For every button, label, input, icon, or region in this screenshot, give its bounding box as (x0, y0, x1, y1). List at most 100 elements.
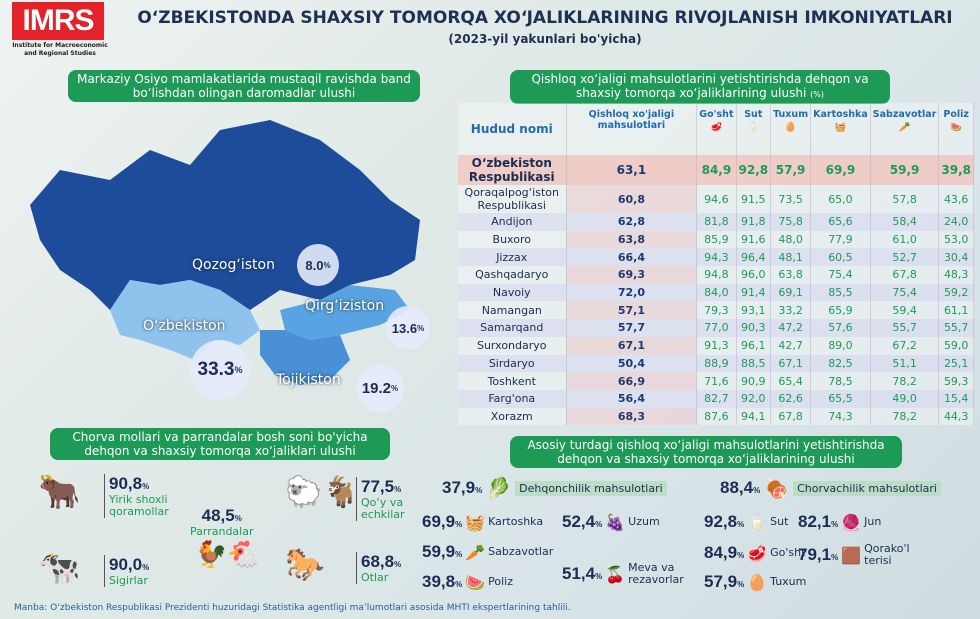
value-cell: 25,1 (938, 354, 974, 373)
value-cell: 63,1 (566, 155, 698, 185)
unit: % (595, 520, 603, 529)
value-cell: 90,9 (736, 372, 772, 390)
table-row: O‘zbekiston Respublikasi 63,1 84,9 92,8 57,9… (458, 155, 974, 185)
region-name: Navoiy (458, 283, 567, 302)
source-note: Manba: O‘zbekiston Respublikasi Preziden… (14, 603, 571, 613)
livestock-item-horses: 68,8% Otlar (356, 552, 401, 584)
value-cell: 78,5 (810, 372, 871, 390)
country-label-kyrgyzstan: Qirg‘iziston (305, 298, 385, 314)
page-title: O‘ZBEKISTONDA SHAXSIY TOMORQA XO‘JALIKLA… (137, 8, 953, 28)
product-icon: 🍇 (605, 512, 626, 532)
value: 48,5 (201, 506, 235, 525)
label: Sut (770, 515, 789, 528)
region-name: Namangan (458, 301, 567, 320)
value-cell: 69,1 (770, 283, 812, 302)
value-cell: 69,3 (566, 266, 698, 284)
value: 79,1 (798, 545, 832, 564)
value-cell: 55,7 (870, 319, 940, 337)
label: Sigirlar (109, 574, 148, 587)
map-section-title: Markaziy Osiyo mamlakatlarida mustaqil r… (68, 70, 420, 102)
value: 33.3 (197, 359, 235, 380)
value-cell: 61,0 (870, 230, 940, 249)
livestock-item-poultry: 48,5% Parrandalar (190, 506, 254, 538)
imrs-logo: IMRS (12, 2, 104, 40)
value-cell: 67,8 (870, 266, 940, 284)
value: 82,1 (798, 512, 832, 531)
label: Chorvachilik mahsulotlari (793, 480, 941, 496)
crop-products-total: 37,9% 🥬 Dehqonchilik mahsulotlari (442, 476, 667, 500)
table-row: Farg'ona 56,4 82,7 92,0 62,6 65,5 49,0 15,4 (458, 389, 974, 408)
kazakhstan-shape (30, 120, 420, 310)
unit: % (323, 260, 331, 270)
label: Poliz (488, 575, 513, 588)
product-icon: 🥛 (747, 512, 768, 532)
value-cell: 88,5 (736, 354, 772, 373)
value-cell: 87,6 (696, 407, 737, 426)
watermelon-icon: 🍉 (950, 122, 963, 133)
value-cell: 63,8 (566, 230, 698, 249)
kyrgyzstan-shape (280, 285, 410, 340)
column-header: Tuxum 🥚 (770, 103, 812, 155)
value-cell: 65,6 (810, 213, 871, 231)
value: 57,9 (704, 572, 738, 591)
value-cell: 84,9 (696, 155, 737, 185)
product-item: 84,9% 🥩 Go'sht (704, 543, 805, 563)
value-cell: 78,2 (870, 407, 940, 426)
product-item: 57,9% 🥚 Tuxum (704, 572, 806, 592)
meat-icon: 🍖 (764, 476, 790, 500)
label: Tuxum (770, 575, 807, 588)
value-cell: 62,6 (770, 389, 812, 408)
value-cell: 92,8 (736, 155, 772, 185)
table-row: Andijon 62,8 81,8 91,8 75,8 65,6 58,4 24,0 (458, 213, 974, 231)
product-item: 82,1% 🧶 Jun (798, 512, 881, 532)
table-header-row: Hudud nomi Qishloq xo'jaligi mahsulotlari… (458, 103, 974, 155)
product-icon: 🍒 (605, 564, 626, 584)
value-cell: 60,8 (566, 185, 698, 213)
column-header-label: Hudud nomi (470, 122, 553, 136)
product-icon: 🧶 (841, 512, 862, 532)
value: 8.0 (305, 257, 324, 273)
value-cell: 58,4 (870, 213, 940, 231)
table-row: Xorazm 68,3 87,6 94,1 67,8 74,3 78,2 44,3 (458, 407, 974, 426)
unit: % (831, 553, 839, 562)
regional-share-table: Hudud nomi Qishloq xo'jaligi mahsulotlari… (458, 103, 974, 426)
label: Qorako'l terisi (864, 542, 910, 567)
value-cell: 77,9 (810, 230, 871, 249)
value-cell: 65,4 (770, 372, 812, 390)
value-cell: 91,3 (696, 336, 737, 355)
region-name: Andijon (458, 213, 567, 231)
value-cell: 90,3 (736, 319, 772, 337)
product-icon: 🍉 (465, 572, 486, 592)
unit: % (737, 520, 745, 529)
value: 69,9 (422, 512, 456, 531)
table-row: Surxondaryo 67,1 91,3 96,1 42,7 89,0 67,2 59,0 (458, 336, 974, 355)
table-unit: (%) (810, 90, 824, 99)
value-cell: 51,1 (870, 354, 940, 373)
region-name: Samarqand (458, 319, 567, 337)
label: Otlar (361, 571, 389, 584)
vegetable-crate-icon: 🥬 (486, 476, 512, 500)
value-cell: 57,7 (566, 319, 698, 337)
value-cell: 65,0 (810, 185, 871, 213)
column-header: Kartoshka 🧺 (810, 103, 871, 155)
product-item: 79,1% 🟫 Qorako'l terisi (798, 543, 934, 567)
value-cell: 44,3 (938, 407, 974, 426)
label: Sabzavotlar (488, 545, 554, 558)
product-item: 52,4% 🍇 Uzum (562, 512, 660, 532)
column-header-label: Sut (744, 109, 763, 120)
table-body: O‘zbekiston Respublikasi 63,1 84,9 92,8 57,9… (458, 155, 974, 426)
unit: % (475, 486, 483, 495)
value-cell: 72,0 (566, 283, 698, 302)
table-row: Buxoro 63,8 85,9 91,6 48,0 77,9 61,0 53,0 (458, 230, 974, 249)
value-cell: 91,5 (736, 185, 772, 213)
unit: % (394, 560, 402, 569)
value-cell: 82,7 (696, 389, 737, 408)
animal-products-total: 88,4% 🍖 Chorvachilik mahsulotlari (720, 476, 941, 500)
value-cell: 57,8 (870, 185, 940, 213)
value-cell: 30,4 (938, 248, 974, 267)
product-icon: 🥚 (747, 572, 768, 592)
page-subtitle: (2023-yil yakunlari bo'yicha) (448, 32, 642, 46)
chicken-icon: 🐓🐔 (195, 540, 260, 570)
value-cell: 61,1 (938, 301, 974, 320)
livestock-item-cows: 90,0% Sigirlar (104, 555, 149, 587)
